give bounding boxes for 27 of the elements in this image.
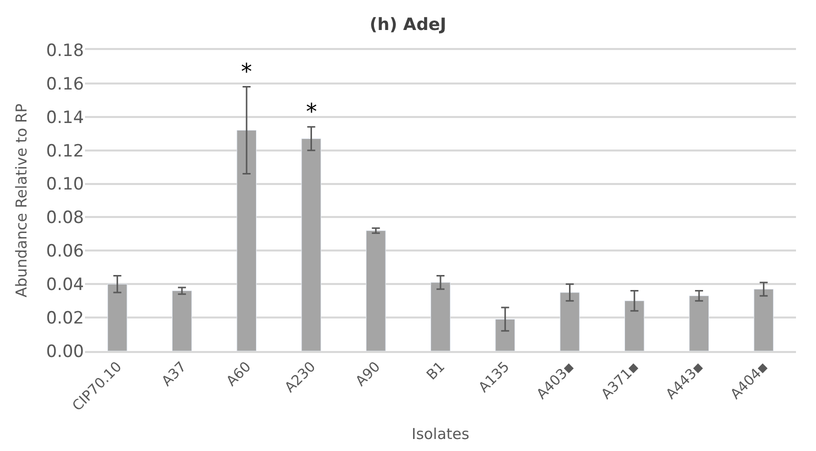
annotation: * <box>306 100 317 125</box>
bar <box>366 230 386 351</box>
bar <box>172 290 192 351</box>
y-tick-label: 0.14 <box>46 108 84 128</box>
bar <box>107 284 128 351</box>
y-axis-title: Abundance Relative to RP <box>12 104 30 298</box>
y-tick-label: 0.04 <box>46 275 84 296</box>
x-tick-label: B1 <box>424 359 448 384</box>
y-tick-label: 0.10 <box>46 174 84 195</box>
y-tick-label: 0.08 <box>46 208 84 228</box>
bar <box>689 296 709 351</box>
y-tick-label: 0.12 <box>46 141 84 162</box>
bar <box>236 130 257 351</box>
bar <box>495 318 516 351</box>
bar <box>301 138 322 351</box>
bar <box>624 300 644 351</box>
annotation: * <box>241 60 252 85</box>
bar <box>560 292 580 351</box>
bar <box>430 282 450 351</box>
chart-title: (h) AdeJ <box>370 14 446 35</box>
bar <box>754 288 774 351</box>
x-axis-title: Isolates <box>412 424 470 443</box>
y-tick-label: 0.00 <box>46 342 84 362</box>
y-tick-label: 0.16 <box>46 74 84 94</box>
y-tick-label: 0.18 <box>46 40 84 61</box>
y-tick-label: 0.02 <box>46 308 84 329</box>
y-tick-label: 0.06 <box>46 242 84 262</box>
